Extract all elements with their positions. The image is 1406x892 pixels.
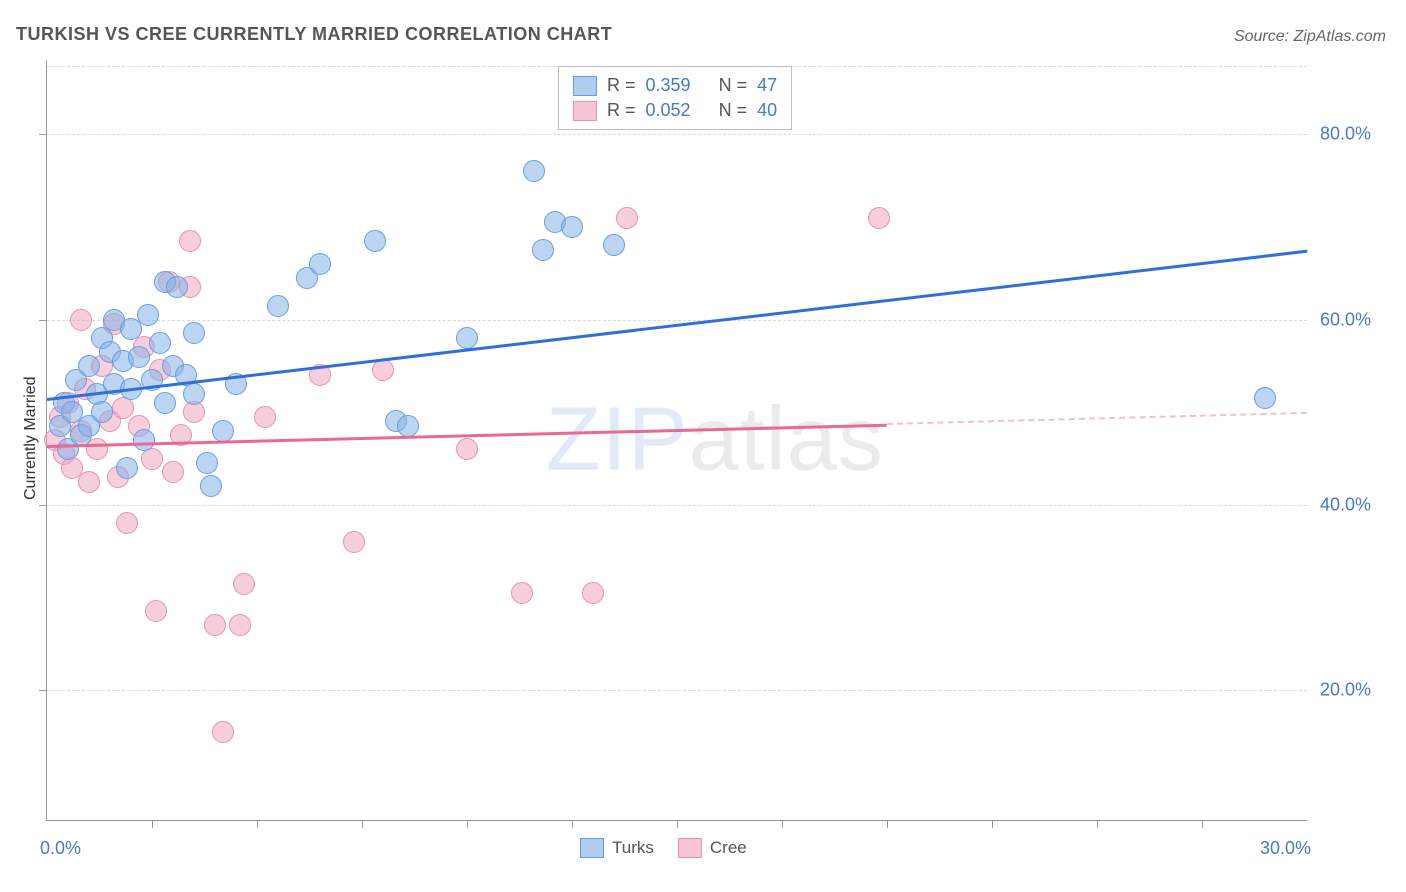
data-point-cree bbox=[229, 614, 251, 636]
data-point-turks bbox=[183, 322, 205, 344]
r-label: R = bbox=[607, 75, 636, 96]
data-point-cree bbox=[616, 207, 638, 229]
data-point-turks bbox=[128, 346, 150, 368]
y-tick-label: 20.0% bbox=[1320, 680, 1371, 701]
x-axis-max-label: 30.0% bbox=[1260, 838, 1311, 859]
swatch-blue-icon bbox=[573, 76, 597, 96]
data-point-cree bbox=[70, 309, 92, 331]
data-point-turks bbox=[149, 332, 171, 354]
gridline bbox=[47, 505, 1307, 506]
gridline bbox=[47, 320, 1307, 321]
data-point-turks bbox=[561, 216, 583, 238]
source-attribution: Source: ZipAtlas.com bbox=[1234, 28, 1386, 46]
data-point-turks bbox=[166, 276, 188, 298]
n-label: N = bbox=[719, 75, 748, 96]
data-point-turks bbox=[267, 295, 289, 317]
data-point-turks bbox=[116, 457, 138, 479]
data-point-turks bbox=[523, 160, 545, 182]
data-point-cree bbox=[86, 438, 108, 460]
y-tick-label: 60.0% bbox=[1320, 309, 1371, 330]
n-label: N = bbox=[719, 100, 748, 121]
data-point-cree bbox=[254, 406, 276, 428]
chart-container: TURKISH VS CREE CURRENTLY MARRIED CORREL… bbox=[0, 0, 1406, 892]
trendline-cree-extrapolated bbox=[887, 412, 1307, 425]
data-point-turks bbox=[1254, 387, 1276, 409]
y-tick-label: 80.0% bbox=[1320, 124, 1371, 145]
y-axis-label: Currently Married bbox=[22, 376, 40, 500]
r-value-cree: 0.052 bbox=[646, 100, 691, 121]
data-point-turks bbox=[397, 415, 419, 437]
data-point-turks bbox=[212, 420, 234, 442]
gridline bbox=[47, 690, 1307, 691]
legend: Turks Cree bbox=[580, 838, 747, 858]
data-point-cree bbox=[372, 359, 394, 381]
stats-box: R = 0.359 N = 47 R = 0.052 N = 40 bbox=[558, 66, 792, 130]
legend-item-turks: Turks bbox=[580, 838, 654, 858]
watermark-atlas: atlas bbox=[689, 390, 884, 490]
y-tick-label: 40.0% bbox=[1320, 494, 1371, 515]
data-point-turks bbox=[137, 304, 159, 326]
data-point-cree bbox=[343, 531, 365, 553]
gridline bbox=[47, 134, 1307, 135]
legend-swatch-pink-icon bbox=[678, 838, 702, 858]
swatch-pink-icon bbox=[573, 101, 597, 121]
data-point-turks bbox=[200, 475, 222, 497]
data-point-cree bbox=[456, 438, 478, 460]
data-point-cree bbox=[145, 600, 167, 622]
legend-label-cree: Cree bbox=[710, 838, 747, 858]
watermark: ZIPatlas bbox=[546, 389, 884, 492]
stats-row-turks: R = 0.359 N = 47 bbox=[573, 73, 777, 98]
chart-title: TURKISH VS CREE CURRENTLY MARRIED CORREL… bbox=[16, 24, 612, 45]
data-point-turks bbox=[154, 392, 176, 414]
x-axis-min-label: 0.0% bbox=[40, 838, 81, 859]
plot-area: ZIPatlas bbox=[46, 60, 1307, 821]
data-point-cree bbox=[116, 512, 138, 534]
data-point-turks bbox=[309, 253, 331, 275]
data-point-turks bbox=[532, 239, 554, 261]
data-point-turks bbox=[456, 327, 478, 349]
data-point-cree bbox=[233, 573, 255, 595]
trendline-turks bbox=[47, 250, 1307, 401]
n-value-turks: 47 bbox=[757, 75, 777, 96]
r-value-turks: 0.359 bbox=[646, 75, 691, 96]
data-point-turks bbox=[183, 383, 205, 405]
data-point-cree bbox=[582, 582, 604, 604]
data-point-turks bbox=[78, 355, 100, 377]
data-point-cree bbox=[212, 721, 234, 743]
data-point-turks bbox=[196, 452, 218, 474]
data-point-cree bbox=[179, 230, 201, 252]
data-point-cree bbox=[511, 582, 533, 604]
watermark-zip: ZIP bbox=[546, 390, 689, 490]
data-point-turks bbox=[603, 234, 625, 256]
legend-item-cree: Cree bbox=[678, 838, 747, 858]
data-point-cree bbox=[204, 614, 226, 636]
legend-label-turks: Turks bbox=[612, 838, 654, 858]
legend-swatch-blue-icon bbox=[580, 838, 604, 858]
r-label: R = bbox=[607, 100, 636, 121]
data-point-cree bbox=[78, 471, 100, 493]
data-point-turks bbox=[364, 230, 386, 252]
n-value-cree: 40 bbox=[757, 100, 777, 121]
data-point-cree bbox=[162, 461, 184, 483]
data-point-turks bbox=[133, 429, 155, 451]
data-point-turks bbox=[91, 401, 113, 423]
stats-row-cree: R = 0.052 N = 40 bbox=[573, 98, 777, 123]
data-point-cree bbox=[868, 207, 890, 229]
